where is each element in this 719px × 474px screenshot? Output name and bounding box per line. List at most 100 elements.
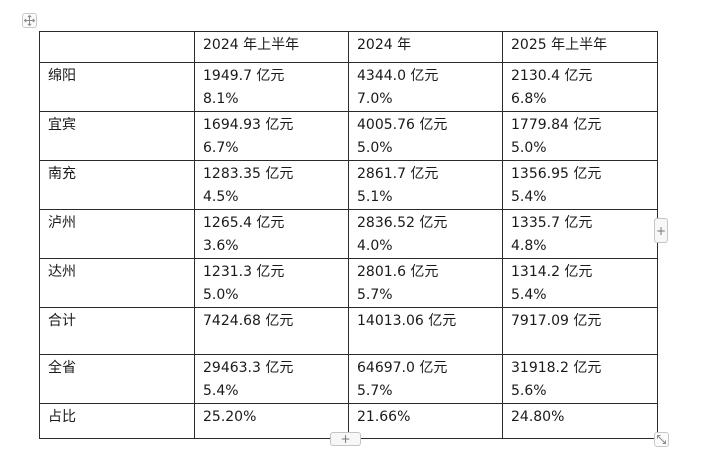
table-cell[interactable]: 1265.4 亿元 3.6% <box>194 209 349 259</box>
table-cell[interactable]: 2861.7 亿元 5.1% <box>348 160 503 210</box>
row-label-text: 绵阳 <box>48 68 76 84</box>
cell-growth: 4.0% <box>357 238 393 254</box>
table-cell[interactable]: 2836.52 亿元 4.0% <box>348 209 503 259</box>
move-arrows-icon <box>24 15 35 26</box>
row-label-text: 全省 <box>48 360 76 376</box>
header-cell-2025-h1[interactable]: 2025 年上半年 <box>502 31 658 63</box>
cell-growth: 4.8% <box>511 238 547 254</box>
cell-amount: 31918.2 亿元 <box>511 360 602 376</box>
table-row-yibin: 宜宾 1694.93 亿元 6.7% 4005.76 亿元 5.0% 1779.84… <box>39 111 658 161</box>
cell-amount: 1283.35 亿元 <box>203 166 294 182</box>
row-label[interactable]: 合计 <box>39 307 195 355</box>
cell-growth: 5.0% <box>203 287 239 303</box>
cell-amount: 24.80% <box>511 409 565 425</box>
cell-amount: 2130.4 亿元 <box>511 68 593 84</box>
cell-growth: 5.0% <box>511 140 547 156</box>
row-label-text: 达州 <box>48 264 76 280</box>
table-row-luzhou: 泸州 1265.4 亿元 3.6% 2836.52 亿元 4.0% 1335.7 亿… <box>39 209 658 259</box>
cell-amount: 14013.06 亿元 <box>357 313 457 329</box>
cell-growth: 5.0% <box>357 140 393 156</box>
cell-amount: 1335.7 亿元 <box>511 215 593 231</box>
table-cell[interactable]: 1949.7 亿元 8.1% <box>194 62 349 112</box>
table-cell[interactable]: 4005.76 亿元 5.0% <box>348 111 503 161</box>
cell-growth: 5.4% <box>511 287 547 303</box>
cell-growth: 3.6% <box>203 238 239 254</box>
plus-icon: + <box>340 432 351 446</box>
row-label-text: 泸州 <box>48 215 76 231</box>
table-cell[interactable]: 25.20% <box>194 403 349 439</box>
cell-amount: 7424.68 亿元 <box>203 313 294 329</box>
table-cell[interactable]: 24.80% <box>502 403 658 439</box>
row-label[interactable]: 全省 <box>39 354 195 404</box>
table-cell[interactable]: 1283.35 亿元 4.5% <box>194 160 349 210</box>
resize-diagonal-icon <box>657 435 666 444</box>
table-row-nanchong: 南充 1283.35 亿元 4.5% 2861.7 亿元 5.1% 1356.95 … <box>39 160 658 210</box>
row-label[interactable]: 泸州 <box>39 209 195 259</box>
cell-growth: 5.6% <box>511 383 547 399</box>
table-cell[interactable]: 1779.84 亿元 5.0% <box>502 111 658 161</box>
cell-amount: 64697.0 亿元 <box>357 360 448 376</box>
cell-amount: 21.66% <box>357 409 411 425</box>
header-cell-2024[interactable]: 2024 年 <box>348 31 503 63</box>
cell-growth: 5.7% <box>357 383 393 399</box>
cell-amount: 1314.2 亿元 <box>511 264 593 280</box>
table-cell[interactable]: 2130.4 亿元 6.8% <box>502 62 658 112</box>
cell-amount: 2836.52 亿元 <box>357 215 448 231</box>
cell-growth: 7.0% <box>357 91 393 107</box>
table-cell[interactable]: 21.66% <box>348 403 503 439</box>
table-row-share: 占比 25.20% 21.66% 24.80% <box>39 403 658 439</box>
table-cell[interactable]: 1335.7 亿元 4.8% <box>502 209 658 259</box>
table-row-province: 全省 29463.3 亿元 5.4% 64697.0 亿元 5.7% 31918.2… <box>39 354 658 404</box>
cell-growth: 8.1% <box>203 91 239 107</box>
table-cell[interactable]: 1356.95 亿元 5.4% <box>502 160 658 210</box>
row-label[interactable]: 宜宾 <box>39 111 195 161</box>
add-column-button[interactable]: + <box>654 218 668 243</box>
table-cell[interactable]: 14013.06 亿元 <box>348 307 503 355</box>
table-cell[interactable]: 29463.3 亿元 5.4% <box>194 354 349 404</box>
row-label-text: 合计 <box>48 313 76 329</box>
cell-amount: 1949.7 亿元 <box>203 68 285 84</box>
table-cell[interactable]: 31918.2 亿元 5.6% <box>502 354 658 404</box>
cell-amount: 1265.4 亿元 <box>203 215 285 231</box>
cell-amount: 2801.6 亿元 <box>357 264 439 280</box>
cell-growth: 6.8% <box>511 91 547 107</box>
table-cell[interactable]: 1314.2 亿元 5.4% <box>502 258 658 308</box>
table-row-dazhou: 达州 1231.3 亿元 5.0% 2801.6 亿元 5.7% 1314.2 亿元… <box>39 258 658 308</box>
row-label-text: 南充 <box>48 166 76 182</box>
cell-amount: 2861.7 亿元 <box>357 166 439 182</box>
row-label[interactable]: 绵阳 <box>39 62 195 112</box>
row-label[interactable]: 占比 <box>39 403 195 439</box>
gdp-comparison-table: 2024 年上半年 2024 年 2025 年上半年 绵阳 1949.7 亿元 8… <box>39 31 658 439</box>
row-label-text: 宜宾 <box>48 117 76 133</box>
row-label-text: 占比 <box>48 409 76 425</box>
cell-amount: 1356.95 亿元 <box>511 166 602 182</box>
cell-amount: 25.20% <box>203 409 257 425</box>
header-cell-2024-h1[interactable]: 2024 年上半年 <box>194 31 349 63</box>
table-cell[interactable]: 7917.09 亿元 <box>502 307 658 355</box>
cell-amount: 29463.3 亿元 <box>203 360 294 376</box>
cell-amount: 1231.3 亿元 <box>203 264 285 280</box>
header-cell-corner[interactable] <box>39 31 195 63</box>
cell-growth: 5.1% <box>357 189 393 205</box>
table-cell[interactable]: 1231.3 亿元 5.0% <box>194 258 349 308</box>
table-resize-handle[interactable] <box>654 432 669 447</box>
table-row-mianyang: 绵阳 1949.7 亿元 8.1% 4344.0 亿元 7.0% 2130.4 亿元… <box>39 62 658 112</box>
table-cell[interactable]: 7424.68 亿元 <box>194 307 349 355</box>
table-header-row: 2024 年上半年 2024 年 2025 年上半年 <box>39 31 658 63</box>
cell-amount: 4005.76 亿元 <box>357 117 448 133</box>
table-row-total: 合计 7424.68 亿元 14013.06 亿元 7917.09 亿元 <box>39 307 658 355</box>
row-label[interactable]: 达州 <box>39 258 195 308</box>
cell-growth: 5.7% <box>357 287 393 303</box>
table-cell[interactable]: 4344.0 亿元 7.0% <box>348 62 503 112</box>
table-move-handle[interactable] <box>22 13 37 28</box>
cell-amount: 7917.09 亿元 <box>511 313 602 329</box>
table-cell[interactable]: 1694.93 亿元 6.7% <box>194 111 349 161</box>
add-row-button[interactable]: + <box>330 432 361 446</box>
cell-amount: 1694.93 亿元 <box>203 117 294 133</box>
row-label[interactable]: 南充 <box>39 160 195 210</box>
table-cell[interactable]: 64697.0 亿元 5.7% <box>348 354 503 404</box>
plus-icon: + <box>655 223 667 238</box>
table-cell[interactable]: 2801.6 亿元 5.7% <box>348 258 503 308</box>
cell-growth: 5.4% <box>511 189 547 205</box>
cell-amount: 1779.84 亿元 <box>511 117 602 133</box>
